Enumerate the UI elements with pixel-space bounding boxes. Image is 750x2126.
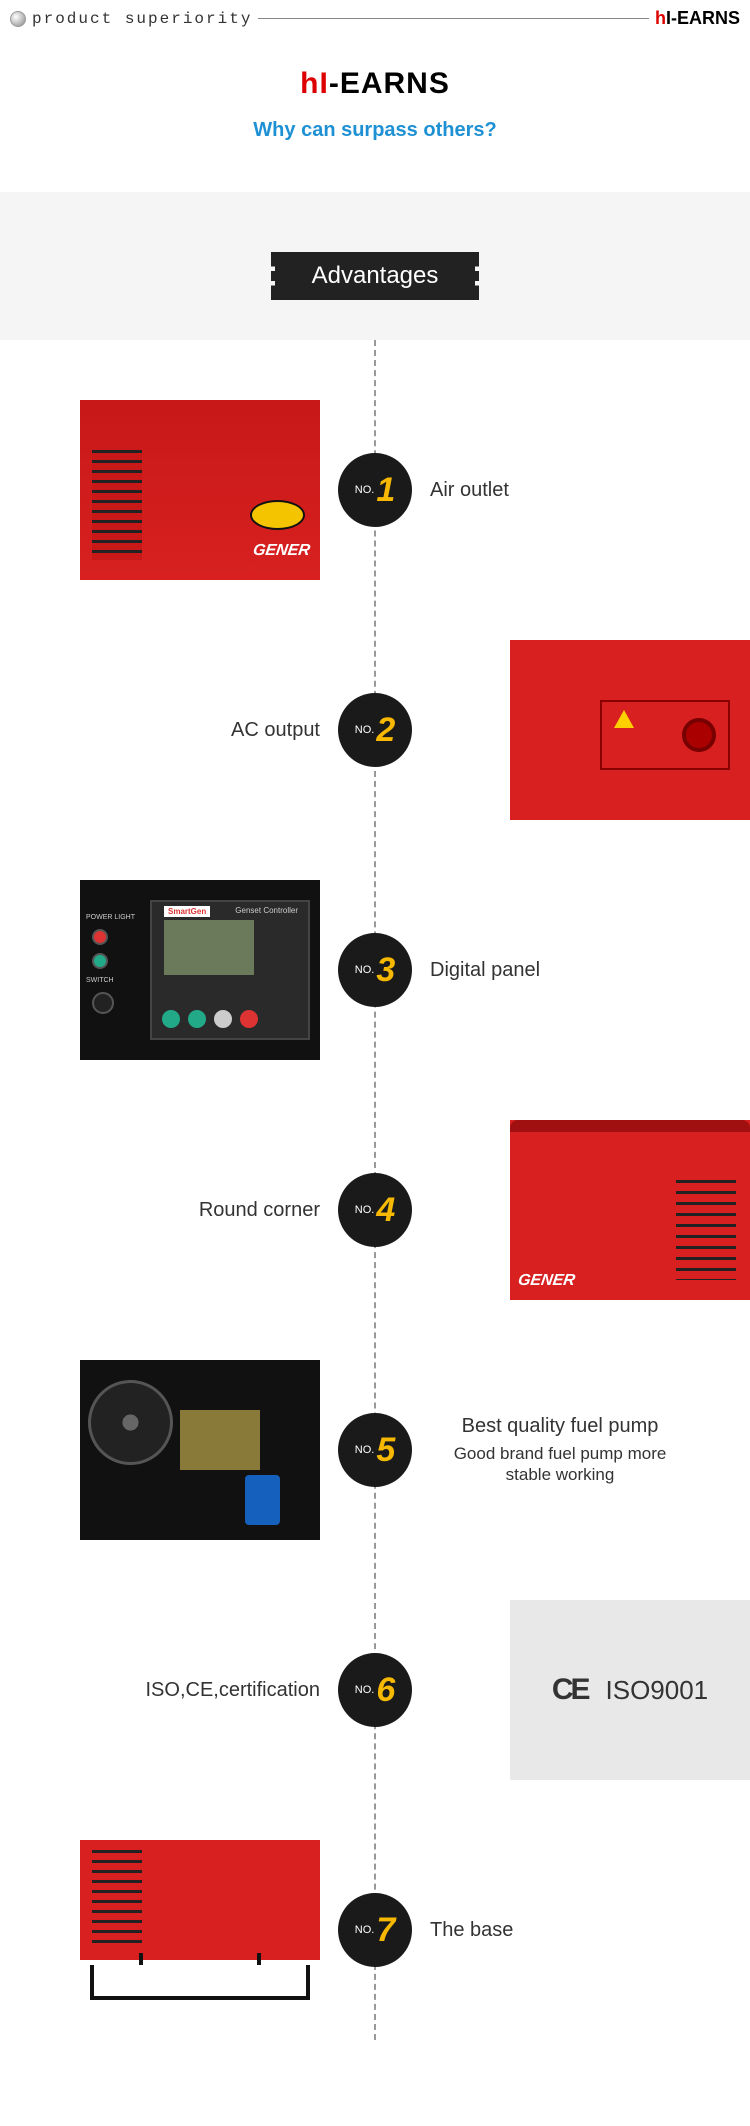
bullet-icon: [10, 11, 26, 27]
image-base: [80, 1840, 320, 2020]
feature-text-2: AC output: [231, 719, 320, 742]
image-air-outlet: GENER: [80, 400, 320, 580]
image-ac-output: [510, 640, 750, 820]
header-divider: [258, 18, 649, 19]
feature-row-2: AC output NO.2: [0, 620, 750, 840]
feature-text-7: The base: [430, 1919, 513, 1942]
feature-text-1: Air outlet: [430, 479, 509, 502]
feature-row-6: ISO,CE,certification NO.6 CE ISO9001: [0, 1580, 750, 1800]
badge-6: NO.6: [338, 1653, 412, 1727]
header-bar: product superiority hI-EARNS: [0, 0, 750, 37]
timeline: GENER NO.1 Air outlet AC output NO.2 POW…: [0, 340, 750, 2040]
feature-row-5: NO.5 Best quality fuel pump Good brand f…: [0, 1340, 750, 1560]
logo-main: hI-EARNS: [0, 67, 750, 101]
image-round-corner: GENER: [510, 1120, 750, 1300]
advantages-section: Advantages: [0, 192, 750, 340]
tagline: Why can surpass others?: [0, 119, 750, 142]
badge-7: NO.7: [338, 1893, 412, 1967]
feature-text-3: Digital panel: [430, 959, 540, 982]
feature-row-7: NO.7 The base: [0, 1820, 750, 2040]
badge-4: NO.4: [338, 1173, 412, 1247]
header-title: product superiority: [32, 10, 252, 28]
logo-section: hI-EARNS Why can surpass others?: [0, 37, 750, 192]
feature-row-3: POWER LIGHT SWITCH SmartGen Genset Contr…: [0, 860, 750, 1080]
image-certification: CE ISO9001: [510, 1600, 750, 1780]
brand-header: hI-EARNS: [655, 8, 740, 29]
image-digital-panel: POWER LIGHT SWITCH SmartGen Genset Contr…: [80, 880, 320, 1060]
feature-row-1: GENER NO.1 Air outlet: [0, 380, 750, 600]
image-fuel-pump: [80, 1360, 320, 1540]
feature-text-4: Round corner: [199, 1199, 320, 1222]
badge-3: NO.3: [338, 933, 412, 1007]
advantages-banner: Advantages: [275, 252, 475, 300]
feature-row-4: Round corner NO.4 GENER: [0, 1100, 750, 1320]
feature-text-5: Best quality fuel pump Good brand fuel p…: [430, 1415, 690, 1485]
badge-1: NO.1: [338, 453, 412, 527]
feature-text-6: ISO,CE,certification: [145, 1679, 320, 1702]
badge-5: NO.5: [338, 1413, 412, 1487]
badge-2: NO.2: [338, 693, 412, 767]
